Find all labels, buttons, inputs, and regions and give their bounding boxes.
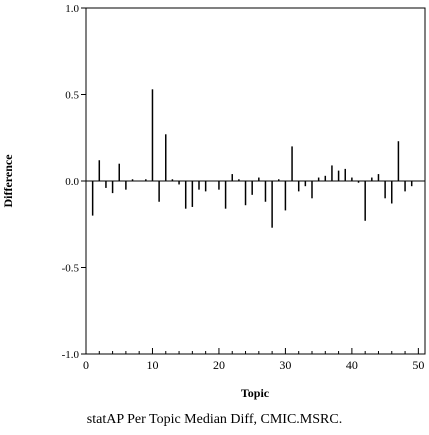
y-axis-label: Difference	[1, 154, 15, 208]
x-tick-label: 20	[213, 358, 225, 372]
x-tick-label: 50	[412, 358, 424, 372]
x-tick-label: 30	[279, 358, 291, 372]
x-tick-label: 10	[146, 358, 158, 372]
y-tick-label: 0.5	[65, 90, 79, 102]
y-tick-label: 0.0	[65, 176, 79, 188]
chart: 1.0 0.5 0.0 -0.5 -1.0 0 10 20 30 40 50 Topic Diff…	[1, 3, 426, 400]
y-tick-label: -1.0	[62, 349, 80, 361]
x-tick-label: 0	[83, 358, 89, 372]
y-tick-label: 1.0	[65, 3, 79, 15]
figure-caption: statAP Per Topic Median Diff, CMIC.MSRC.	[86, 412, 343, 427]
x-axis-label: Topic	[241, 386, 270, 400]
x-tick-label: 40	[346, 358, 358, 372]
y-tick-label: -0.5	[62, 263, 80, 275]
